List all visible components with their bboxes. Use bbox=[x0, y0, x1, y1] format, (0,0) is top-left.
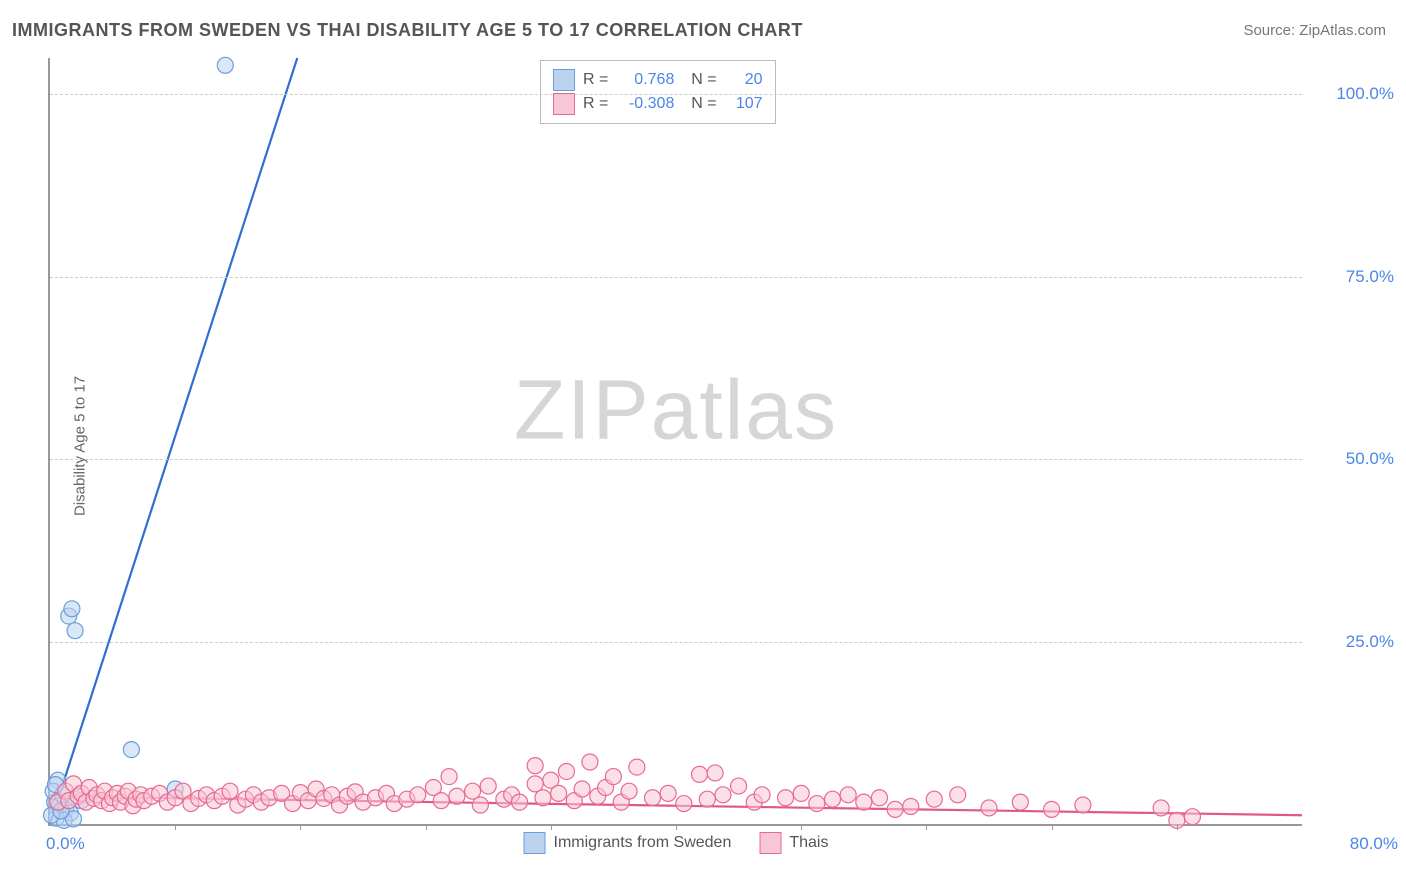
legend-row: R = -0.308 N = 107 bbox=[553, 93, 763, 115]
data-point bbox=[1044, 801, 1060, 817]
data-point bbox=[1153, 800, 1169, 816]
data-point bbox=[410, 787, 426, 803]
data-point bbox=[558, 763, 574, 779]
data-point bbox=[449, 788, 465, 804]
legend-row: R = 0.768 N = 20 bbox=[553, 69, 763, 91]
data-point bbox=[512, 794, 528, 810]
data-point bbox=[629, 759, 645, 775]
data-point bbox=[527, 758, 543, 774]
chart-title: IMMIGRANTS FROM SWEDEN VS THAI DISABILIT… bbox=[12, 20, 803, 41]
n-value: 107 bbox=[725, 95, 763, 113]
data-point bbox=[574, 781, 590, 797]
data-point bbox=[441, 769, 457, 785]
data-point bbox=[926, 791, 942, 807]
data-point bbox=[825, 791, 841, 807]
data-point bbox=[731, 778, 747, 794]
legend-item: Thais bbox=[759, 832, 828, 854]
series-legend: Immigrants from Sweden Thais bbox=[524, 832, 829, 854]
data-point bbox=[950, 787, 966, 803]
n-value: 20 bbox=[725, 71, 763, 89]
legend-swatch bbox=[553, 93, 575, 115]
data-point bbox=[754, 787, 770, 803]
gridline bbox=[50, 277, 1302, 278]
data-point bbox=[645, 790, 661, 806]
data-point bbox=[871, 790, 887, 806]
x-tick-mark bbox=[300, 824, 301, 830]
gridline bbox=[50, 642, 1302, 643]
data-point bbox=[981, 800, 997, 816]
legend-item: Immigrants from Sweden bbox=[524, 832, 732, 854]
legend-label: Thais bbox=[789, 834, 828, 852]
x-tick-mark bbox=[551, 824, 552, 830]
data-point bbox=[1012, 794, 1028, 810]
data-point bbox=[856, 794, 872, 810]
n-label: N = bbox=[682, 71, 716, 89]
data-point bbox=[715, 787, 731, 803]
legend-swatch bbox=[553, 69, 575, 91]
data-point bbox=[691, 766, 707, 782]
source-attribution: Source: ZipAtlas.com bbox=[1243, 22, 1386, 39]
legend-swatch bbox=[524, 832, 546, 854]
data-point bbox=[582, 754, 598, 770]
legend-label: Immigrants from Sweden bbox=[554, 834, 732, 852]
chart-container: IMMIGRANTS FROM SWEDEN VS THAI DISABILIT… bbox=[0, 0, 1406, 892]
x-tick-mark bbox=[1052, 824, 1053, 830]
data-point bbox=[778, 790, 794, 806]
gridline bbox=[50, 459, 1302, 460]
data-point bbox=[551, 785, 567, 801]
x-tick-mark bbox=[1177, 824, 1178, 830]
x-tick-mark bbox=[801, 824, 802, 830]
plot-svg bbox=[50, 58, 1302, 824]
data-point bbox=[1184, 809, 1200, 825]
data-point bbox=[535, 790, 551, 806]
data-point bbox=[660, 785, 676, 801]
r-value: 0.768 bbox=[616, 71, 674, 89]
trend-line bbox=[50, 58, 297, 824]
r-value: -0.308 bbox=[616, 95, 674, 113]
data-point bbox=[793, 785, 809, 801]
data-point bbox=[433, 793, 449, 809]
x-origin-label: 0.0% bbox=[46, 834, 85, 854]
plot-area: ZIPatlas R =0.768 N =20R =-0.308 N =107 … bbox=[48, 58, 1302, 826]
data-point bbox=[887, 801, 903, 817]
data-point bbox=[903, 798, 919, 814]
y-tick-label: 100.0% bbox=[1336, 84, 1394, 104]
n-label: N = bbox=[682, 95, 716, 113]
x-tick-mark bbox=[175, 824, 176, 830]
data-point bbox=[605, 769, 621, 785]
data-point bbox=[621, 783, 637, 799]
r-label: R = bbox=[583, 71, 608, 89]
data-point bbox=[217, 57, 233, 73]
data-point bbox=[67, 623, 83, 639]
data-point bbox=[699, 791, 715, 807]
data-point bbox=[707, 765, 723, 781]
correlation-legend: R = 0.768 N = 20 R = -0.308 N = 107 bbox=[540, 60, 776, 124]
x-max-label: 80.0% bbox=[1350, 834, 1398, 854]
data-point bbox=[64, 601, 80, 617]
y-tick-label: 75.0% bbox=[1346, 267, 1394, 287]
data-point bbox=[123, 742, 139, 758]
legend-swatch bbox=[759, 832, 781, 854]
data-point bbox=[809, 796, 825, 812]
x-tick-mark bbox=[426, 824, 427, 830]
x-tick-mark bbox=[926, 824, 927, 830]
y-tick-label: 50.0% bbox=[1346, 449, 1394, 469]
data-point bbox=[676, 796, 692, 812]
gridline bbox=[50, 94, 1302, 95]
data-point bbox=[840, 787, 856, 803]
x-tick-mark bbox=[676, 824, 677, 830]
data-point bbox=[1075, 797, 1091, 813]
data-point bbox=[472, 797, 488, 813]
data-point bbox=[480, 778, 496, 794]
r-label: R = bbox=[583, 95, 608, 113]
y-tick-label: 25.0% bbox=[1346, 632, 1394, 652]
